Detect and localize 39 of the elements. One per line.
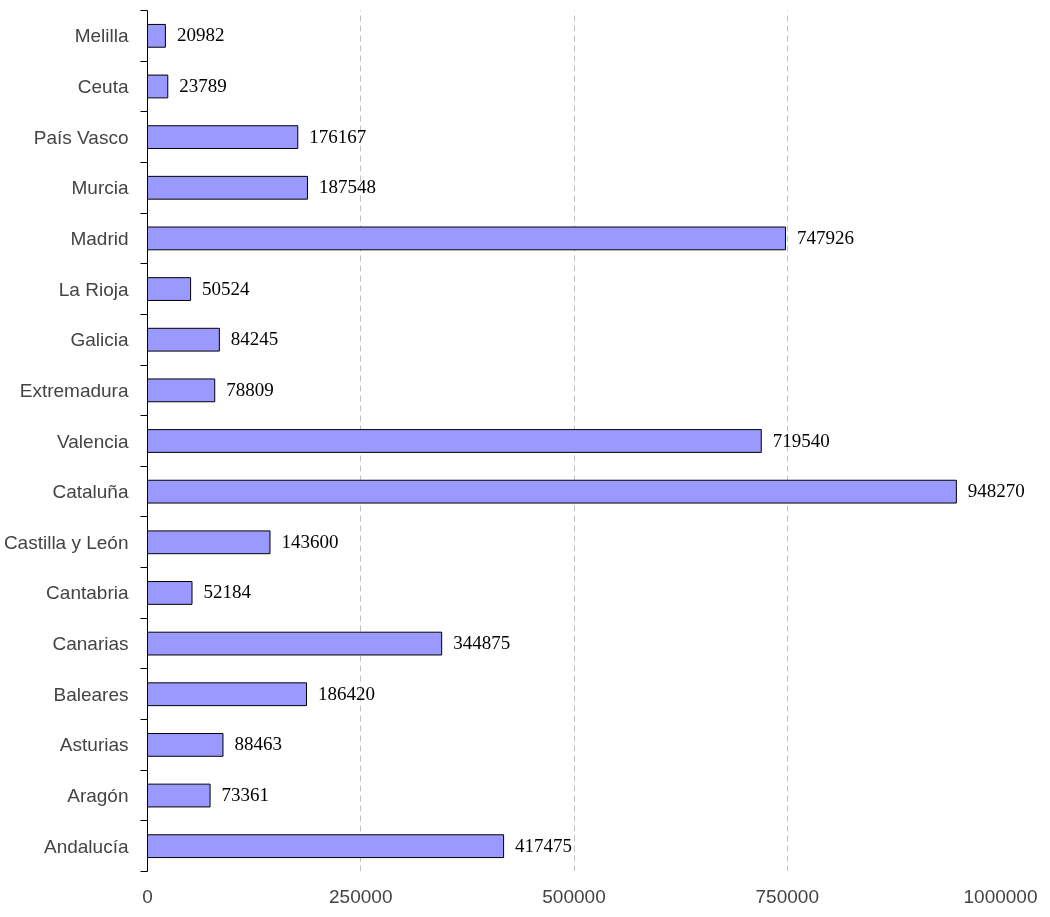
- y-tick-label: La Rioja: [58, 278, 129, 300]
- data-label: 186420: [318, 682, 376, 705]
- data-label: 78809: [226, 378, 274, 401]
- y-tick-label: Baleares: [53, 683, 129, 705]
- data-label: 176167: [309, 125, 367, 148]
- y-tick-label: Extremadura: [19, 379, 129, 401]
- data-label: 948270: [967, 480, 1025, 503]
- data-label: 747926: [796, 226, 854, 249]
- data-label: 73361: [221, 784, 270, 807]
- x-tick-label: 0: [142, 885, 153, 907]
- y-tick-label: Castilla y León: [3, 531, 129, 553]
- y-tick-label: Madrid: [70, 227, 129, 249]
- data-label: 20982: [176, 24, 225, 47]
- data-label: 52184: [203, 581, 251, 604]
- data-label: 84245: [230, 328, 279, 351]
- y-tick-label: Melilla: [74, 25, 129, 47]
- data-label: 143600: [281, 530, 339, 553]
- data-label: 50524: [202, 277, 250, 300]
- y-tick-label: País Vasco: [33, 126, 129, 148]
- x-tick-label: 1000000: [963, 885, 1038, 907]
- y-tick-label: Canarias: [52, 633, 129, 655]
- data-label: 719540: [772, 429, 830, 452]
- y-tick-label: Murcia: [71, 177, 129, 199]
- y-tick-label: Galicia: [70, 329, 129, 351]
- data-label: 187548: [318, 176, 376, 199]
- x-tick-label: 500000: [542, 885, 606, 907]
- y-tick-label: Cataluña: [52, 481, 129, 503]
- x-tick-label: 750000: [755, 885, 819, 907]
- y-tick-label: Cantabria: [46, 582, 129, 604]
- data-label: 417475: [515, 834, 573, 857]
- y-tick-label: Ceuta: [77, 75, 129, 97]
- data-label: 88463: [234, 733, 282, 756]
- y-tick-label: Valencia: [57, 430, 129, 452]
- y-tick-label: Aragón: [67, 785, 129, 807]
- data-label: 23789: [179, 74, 227, 97]
- x-tick-label: 250000: [329, 885, 393, 907]
- y-tick-label: Andalucía: [43, 835, 129, 857]
- data-label: 344875: [453, 632, 511, 655]
- y-tick-label: Asturias: [59, 734, 129, 756]
